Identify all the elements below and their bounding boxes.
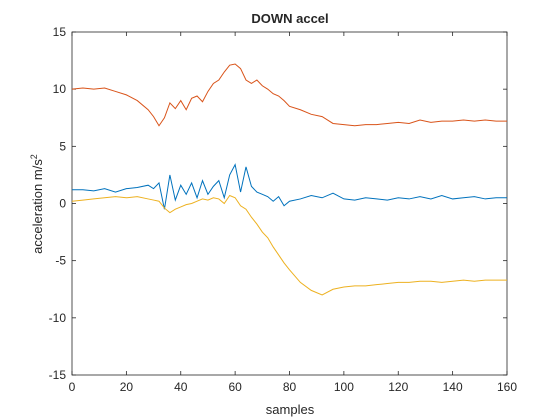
y-tick-label: 15 bbox=[53, 25, 67, 39]
y-tick-label: 10 bbox=[53, 82, 67, 96]
y-tick-label: -15 bbox=[49, 368, 67, 382]
series-line bbox=[71, 63, 507, 127]
y-tick-label: -5 bbox=[55, 254, 66, 268]
x-tick-label: 20 bbox=[120, 380, 134, 394]
x-tick-label: 40 bbox=[174, 380, 188, 394]
x-tick-label: 120 bbox=[388, 380, 408, 394]
y-tick-label: 0 bbox=[59, 197, 66, 211]
x-tick-label: 140 bbox=[443, 380, 463, 394]
x-tick-label: 60 bbox=[228, 380, 242, 394]
x-tick-label: 160 bbox=[497, 380, 517, 394]
y-axis-label-text: acceleration m/s bbox=[30, 159, 45, 254]
x-tick-label: 0 bbox=[69, 380, 76, 394]
y-axis-label-sup: 2 bbox=[29, 154, 39, 159]
chart-title: DOWN accel bbox=[251, 11, 328, 26]
y-tick-label: 5 bbox=[59, 139, 66, 153]
y-tick-label: -10 bbox=[49, 311, 67, 325]
axes-box bbox=[71, 31, 508, 376]
y-axis-label: acceleration m/s2 bbox=[29, 154, 45, 254]
x-tick-label: 80 bbox=[283, 380, 297, 394]
x-axis-label: samples bbox=[266, 402, 315, 417]
series-line bbox=[71, 194, 507, 296]
x-tick-label: 100 bbox=[334, 380, 354, 394]
series-line bbox=[72, 163, 507, 210]
